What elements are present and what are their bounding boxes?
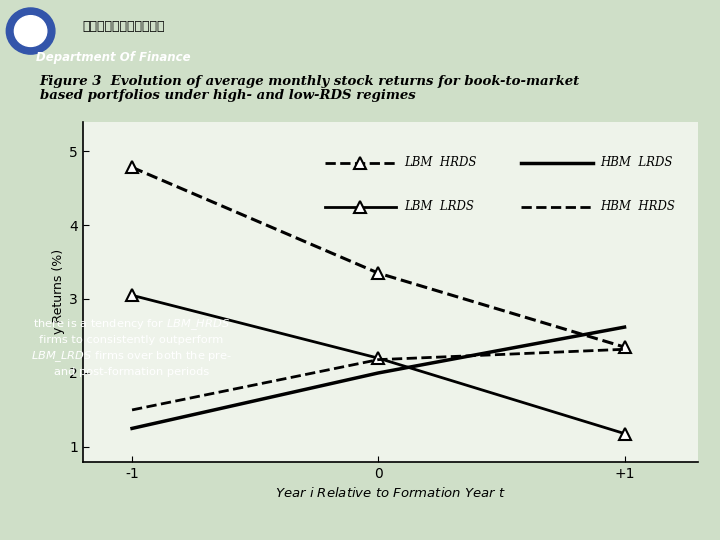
HBM HRDS — [127, 407, 136, 413]
LBM LRDS — [620, 430, 629, 437]
Text: HBM  HRDS: HBM HRDS — [600, 200, 675, 213]
Text: LBM  LRDS: LBM LRDS — [404, 200, 474, 213]
LBM HRDS — [127, 164, 136, 171]
Line: LBM LRDS: LBM LRDS — [126, 289, 631, 440]
Text: Department Of Finance: Department Of Finance — [36, 51, 191, 64]
LBM HRDS — [374, 270, 382, 276]
Y-axis label: y Returns (%): y Returns (%) — [52, 249, 65, 334]
HBM LRDS — [620, 324, 629, 330]
Text: based portfolios under high- and low-RDS regimes: based portfolios under high- and low-RDS… — [40, 89, 415, 102]
Line: HBM LRDS: HBM LRDS — [132, 327, 624, 428]
Text: HBM  LRDS: HBM LRDS — [600, 157, 673, 170]
LBM LRDS — [374, 355, 382, 361]
Line: HBM HRDS: HBM HRDS — [132, 349, 624, 410]
X-axis label: Year $i$ Relative to Formation Year $t$: Year $i$ Relative to Formation Year $t$ — [275, 486, 506, 500]
Text: there is a tendency for $\mathit{LBM\_HRDS}$
firms to consistently outperform
$\: there is a tendency for $\mathit{LBM\_HR… — [31, 317, 232, 377]
Text: LBM  HRDS: LBM HRDS — [404, 157, 477, 170]
Text: Figure 3  Evolution of average monthly stock returns for book-to-market: Figure 3 Evolution of average monthly st… — [40, 75, 580, 87]
HBM LRDS — [374, 370, 382, 376]
HBM HRDS — [620, 346, 629, 353]
Circle shape — [6, 8, 55, 54]
LBM LRDS — [127, 292, 136, 299]
LBM HRDS — [620, 344, 629, 350]
HBM LRDS — [127, 425, 136, 431]
Circle shape — [14, 16, 47, 46]
Text: 同亚技術学際财务金融系: 同亚技術学際财务金融系 — [83, 21, 166, 33]
Line: LBM HRDS: LBM HRDS — [126, 161, 631, 353]
HBM HRDS — [374, 356, 382, 363]
